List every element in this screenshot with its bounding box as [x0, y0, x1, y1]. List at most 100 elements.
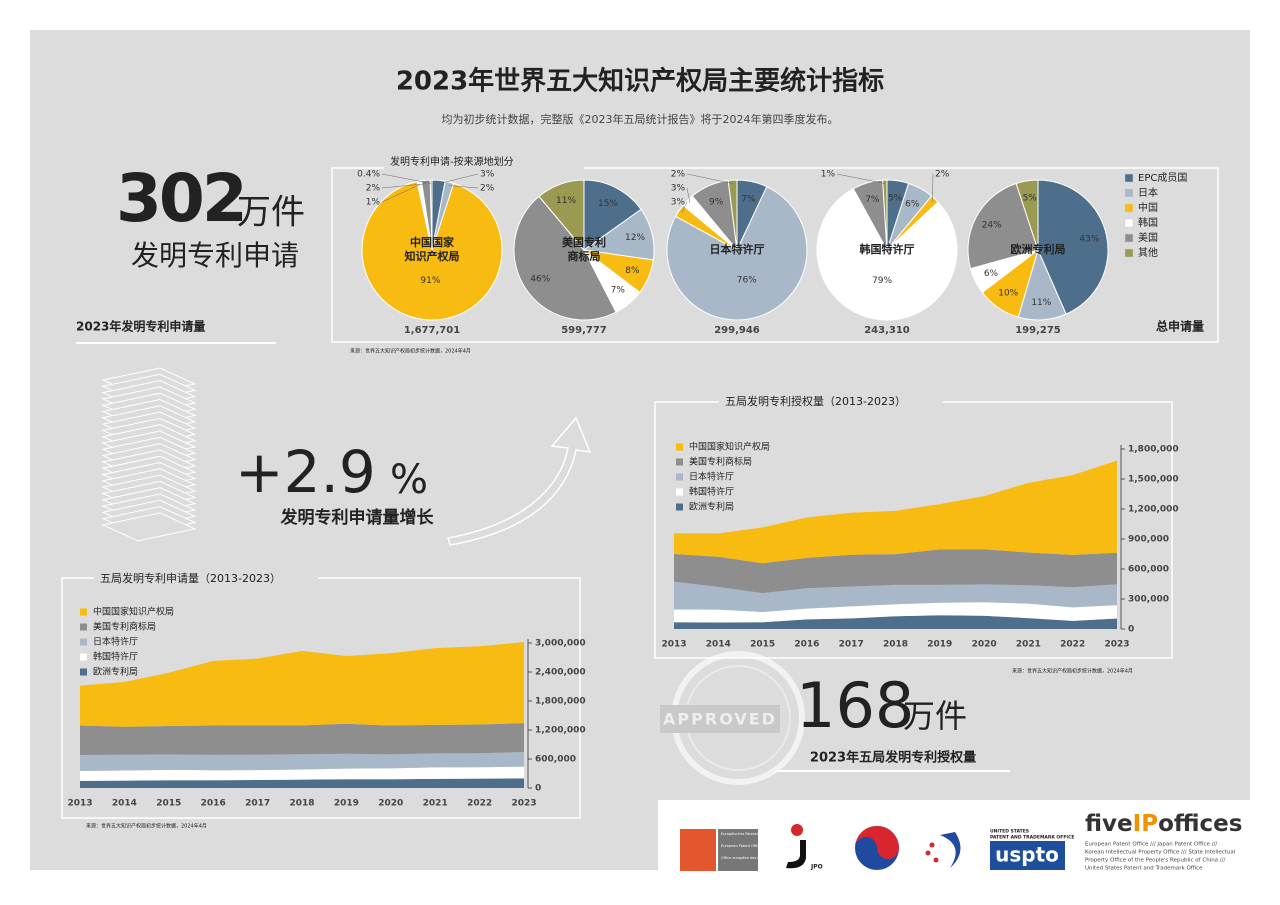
- legend-swatch: [1124, 248, 1134, 258]
- slice-label: 91%: [420, 276, 440, 286]
- pie-slice: [429, 179, 433, 251]
- uspto-small: PATENT AND TRADEMARK OFFICE: [990, 835, 1074, 841]
- legend-label: 中国: [1138, 201, 1158, 214]
- pie-slice: [816, 187, 958, 321]
- slice-label: 11%: [1031, 298, 1051, 308]
- brand-desc: European Patent Office /// Japan Patent …: [1085, 842, 1217, 848]
- legend-label: EPC成员国: [1138, 172, 1187, 184]
- y-tick-label: 900,000: [1128, 535, 1169, 545]
- pie-slice: [583, 179, 642, 251]
- legend-label: 欧洲专利局: [689, 501, 734, 513]
- grants-unit: 万件: [903, 697, 967, 735]
- office-name: 中国国家: [410, 235, 455, 249]
- pie-slice: [967, 182, 1039, 270]
- footer: Europäisches Patentamt European Patent O…: [658, 800, 1250, 872]
- leader-line: [381, 184, 420, 203]
- x-tick-label: 2013: [67, 799, 92, 809]
- total-value: 243,310: [864, 325, 910, 336]
- slice-label: 2%: [935, 170, 950, 180]
- slice-label: 5%: [1023, 194, 1038, 204]
- leader-line: [381, 183, 427, 189]
- legend-swatch: [1124, 173, 1134, 183]
- pie-slice: [361, 181, 503, 321]
- x-tick-label: 2015: [156, 799, 181, 809]
- legend-swatch: [1124, 218, 1134, 228]
- slice-label: 24%: [982, 221, 1002, 231]
- x-tick-label: 2021: [1016, 640, 1041, 650]
- x-tick-label: 2018: [289, 799, 314, 809]
- pie-title: 发明专利申请-按来源地划分: [390, 155, 514, 168]
- chart-title: 五局发明专利授权量（2013-2023）: [725, 394, 906, 408]
- jpo-text: JPO: [810, 864, 823, 871]
- legend-swatch: [676, 488, 683, 496]
- slice-label: 12%: [625, 233, 645, 243]
- cnipa-logo: [940, 832, 961, 868]
- legend-label: 中国国家知识产权局: [689, 441, 770, 453]
- legend-swatch: [676, 443, 683, 451]
- leader-line: [836, 173, 885, 184]
- area: [674, 460, 1117, 564]
- legend-swatch: [80, 623, 87, 631]
- office-name: 韩国特许厅: [860, 242, 915, 256]
- subtitle: 均为初步统计数据，完整版《2023年五局统计报告》将于2024年第四季度发布。: [442, 112, 839, 126]
- uspto-logo: [990, 841, 1065, 870]
- applications-unit: 万件: [237, 193, 305, 233]
- x-tick-label: 2023: [1104, 640, 1129, 650]
- legend-swatch: [1124, 188, 1134, 198]
- applications-label: 发明专利申请: [131, 239, 299, 272]
- title: 2023年世界五大知识产权局主要统计指标: [396, 66, 884, 97]
- x-tick-label: 2016: [794, 640, 819, 650]
- slice-label: 7%: [611, 286, 626, 296]
- source: 来源：世界五大知识产权局初步统计数据，2024年4月: [1012, 668, 1133, 675]
- slice-label: 79%: [872, 276, 892, 286]
- leader-line: [686, 173, 733, 184]
- x-tick-label: 2022: [1060, 640, 1085, 650]
- slice-label: 43%: [1079, 235, 1099, 245]
- epo-text: European Patent Office: [721, 844, 761, 848]
- x-tick-label: 2013: [661, 640, 686, 650]
- y-tick-label: 2,400,000: [535, 668, 586, 678]
- epo-box: [718, 829, 758, 871]
- area: [674, 549, 1117, 594]
- x-tick-label: 2016: [201, 799, 226, 809]
- slice-label: 2%: [671, 170, 686, 180]
- total-value: 599,777: [561, 325, 607, 336]
- source: 来源：世界五大知识产权局初步统计数据，2024年4月: [86, 823, 207, 830]
- slice-label: 76%: [737, 275, 757, 285]
- office-name: 日本特许厅: [710, 242, 765, 256]
- applications-number: 302: [116, 160, 245, 237]
- brand-desc: Korean Intellectual Property Office /// …: [1085, 850, 1236, 856]
- cnipa-star: [929, 842, 935, 848]
- y-tick-label: 1,800,000: [1128, 445, 1179, 455]
- y-tick-label: 1,500,000: [1128, 475, 1179, 485]
- x-tick-label: 2017: [245, 799, 270, 809]
- legend-swatch: [80, 653, 87, 661]
- legend-swatch: [80, 668, 87, 676]
- y-tick-label: 1,200,000: [1128, 505, 1179, 515]
- legend-swatch: [676, 503, 683, 511]
- leader-line: [381, 173, 432, 184]
- title-bg: [94, 571, 318, 587]
- x-tick-label: 2015: [750, 640, 775, 650]
- legend-label: 美国专利商标局: [93, 621, 156, 633]
- brand-desc: United States Patent and Trademark Offic…: [1085, 866, 1203, 872]
- y-tick-label: 0: [535, 784, 541, 794]
- slice-label: 2%: [366, 184, 381, 194]
- brand-part: offices: [1158, 811, 1242, 837]
- y-tick-label: 600,000: [1128, 565, 1169, 575]
- leader-line: [438, 173, 479, 185]
- legend-swatch: [80, 638, 87, 646]
- uspto-mark: uspto: [995, 843, 1059, 867]
- slice-label: 9%: [709, 197, 724, 207]
- x-tick-label: 2018: [883, 640, 908, 650]
- x-tick-label: 2014: [112, 799, 137, 809]
- office-name: 商标局: [568, 249, 601, 263]
- paper-stack: [101, 367, 197, 542]
- chart-box: [61, 577, 581, 819]
- y-tick-label: 300,000: [1128, 595, 1169, 605]
- y-tick-label: 1,200,000: [535, 726, 586, 736]
- slice-label: 10%: [998, 289, 1018, 299]
- jpo-dot: [791, 824, 803, 836]
- brand-part: IP: [1133, 811, 1158, 837]
